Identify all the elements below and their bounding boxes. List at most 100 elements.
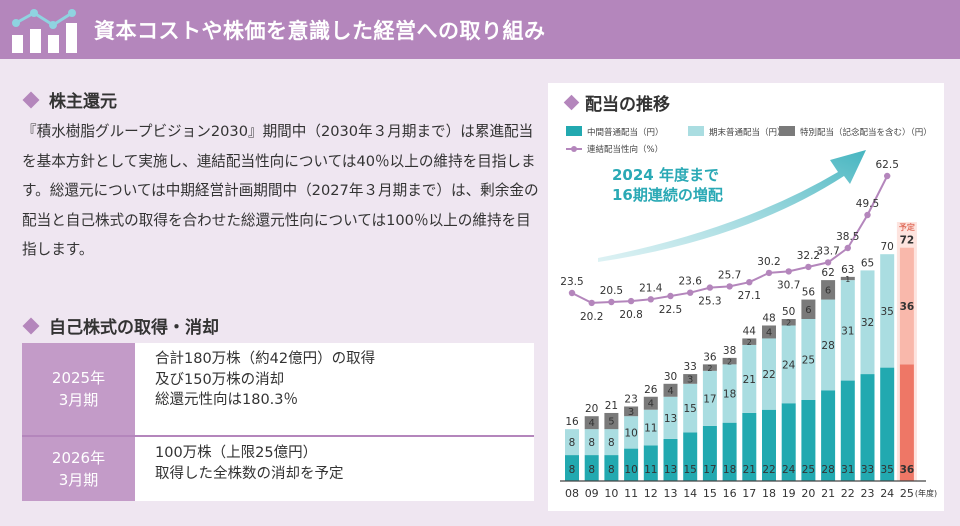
x-tick-label: 19 [782, 487, 796, 500]
payout-ratio-point [746, 279, 753, 286]
legend-label: 連結配当性向（%） [587, 144, 663, 155]
payout-ratio-point [785, 268, 792, 275]
bar-value-label: 35 [881, 464, 894, 476]
bar-segment [840, 380, 855, 481]
bar-value-label: 18 [723, 464, 736, 476]
bar-segment [801, 400, 816, 481]
bar-value-label: 8 [608, 437, 615, 449]
bar-segment [742, 338, 757, 345]
payout-ratio-label: 33.7 [816, 245, 839, 257]
bar-value-label: 8 [588, 437, 595, 449]
x-unit-label: (年度) [915, 488, 937, 498]
bar-segment [801, 319, 816, 400]
payout-ratio-point [864, 211, 871, 219]
payout-ratio-label: 20.8 [619, 309, 642, 321]
shareholder-returns-text: 『積水樹脂グループビジョン2030』期間中（2030年３月期まで）は累進配当を基… [22, 123, 539, 258]
x-tick-label: 11 [624, 487, 638, 500]
bar-total-label: 63 [841, 264, 854, 276]
payout-ratio-point [608, 298, 615, 306]
payout-ratio-point [568, 289, 576, 297]
bar-segment [742, 344, 757, 413]
payout-ratio-point [805, 263, 812, 271]
bar-segment [762, 338, 776, 410]
x-tick-label: 08 [565, 487, 579, 500]
bar-total-label: 56 [802, 287, 816, 299]
x-tick-label: 14 [683, 487, 697, 500]
bar-value-label: 8 [569, 437, 576, 449]
bar-value-label: 15 [684, 464, 697, 476]
diamond-icon [22, 91, 40, 108]
bar-value-label: 18 [723, 389, 736, 401]
bar-value-label: 11 [644, 464, 657, 476]
bar-segment [683, 374, 698, 384]
page-title: 資本コストや株価を意識した経営への取り組み [94, 18, 546, 43]
payout-ratio-label: 32.2 [797, 250, 820, 262]
year: 2025年 [51, 369, 106, 387]
bar-segment [643, 409, 658, 446]
bar-segment [801, 299, 816, 319]
desc-line: 総還元性向は180.3％ [155, 392, 299, 408]
bar-value-label: 4 [766, 327, 772, 338]
bar-value-label: 36 [900, 301, 915, 313]
payout-ratio-point [726, 283, 733, 290]
bar-segment [781, 403, 796, 481]
bar-segment [624, 448, 639, 481]
heading-text: 株主還元 [49, 92, 117, 112]
bar-value-label: 22 [762, 464, 775, 476]
bar-value-label: 8 [569, 464, 576, 476]
legend-marker [571, 146, 577, 152]
bar-value-label: 13 [664, 413, 677, 425]
x-tick-label: 22 [841, 487, 855, 500]
description-cell: 100万株（上限25億円） 取得した全株数の消却を予定 [135, 437, 534, 501]
bar-segment [781, 319, 796, 326]
bar-segment [663, 396, 678, 439]
bar-segment [604, 455, 619, 481]
payout-ratio-label: 25.7 [718, 269, 741, 281]
bar-segment [880, 254, 895, 368]
bar-total-label: 36 [703, 351, 717, 363]
bar-value-label: 21 [743, 374, 756, 386]
bar-segment [683, 383, 698, 433]
legend-label: 特別配当（記念配当を含む）（円） [800, 127, 932, 138]
payout-ratio-point [884, 172, 891, 180]
x-tick-label: 09 [585, 487, 599, 500]
desc-line: 100万株（上限25億円） [155, 445, 318, 461]
bar-segment [702, 370, 717, 426]
bar-total-label: 50 [782, 306, 795, 318]
bar-total-label: 16 [565, 416, 579, 428]
x-tick-label: 21 [821, 487, 835, 500]
bar-segment [643, 445, 658, 481]
payout-ratio-point [844, 244, 851, 252]
payout-ratio-label: 38.5 [836, 231, 859, 243]
bar-value-label: 22 [762, 369, 775, 381]
section-heading-shareholder-returns: 株主還元 [22, 87, 117, 112]
bar-segment [624, 416, 639, 449]
bar-value-label: 32 [861, 317, 874, 329]
payout-ratio-label: 22.5 [659, 304, 682, 316]
bar-total-label: 38 [723, 345, 736, 357]
bar-value-label: 4 [589, 418, 595, 429]
bar-segment [722, 357, 737, 365]
desc-line: 取得した全株数の消却を予定 [155, 465, 344, 482]
bar-segment [702, 364, 717, 371]
payout-ratio-point [687, 289, 694, 296]
payout-ratio-label: 27.1 [738, 290, 761, 302]
bar-segment [821, 390, 836, 481]
bar-total-label: 26 [644, 384, 658, 396]
bar-segment [643, 396, 658, 410]
payout-ratio-label: 30.7 [777, 279, 800, 291]
bar-segment [880, 367, 895, 481]
bar-value-label: 11 [644, 423, 657, 435]
bar-total-label: 33 [684, 361, 697, 373]
bar-value-label: 4 [648, 399, 654, 410]
bar-segment [762, 409, 776, 481]
bar-segment [565, 429, 579, 456]
bar-value-label: 35 [881, 306, 894, 318]
description-cell: 合計180万株（約42億円）の取得 及び150万株の消却 総還元性向は180.3％ [135, 343, 534, 435]
x-tick-label: 10 [604, 487, 618, 500]
bar-value-label: 33 [861, 464, 874, 476]
bar-total-label: 72 [900, 235, 915, 247]
bar-segment [821, 280, 836, 300]
bar-value-label: 36 [900, 464, 915, 476]
bar-segment [663, 383, 678, 397]
